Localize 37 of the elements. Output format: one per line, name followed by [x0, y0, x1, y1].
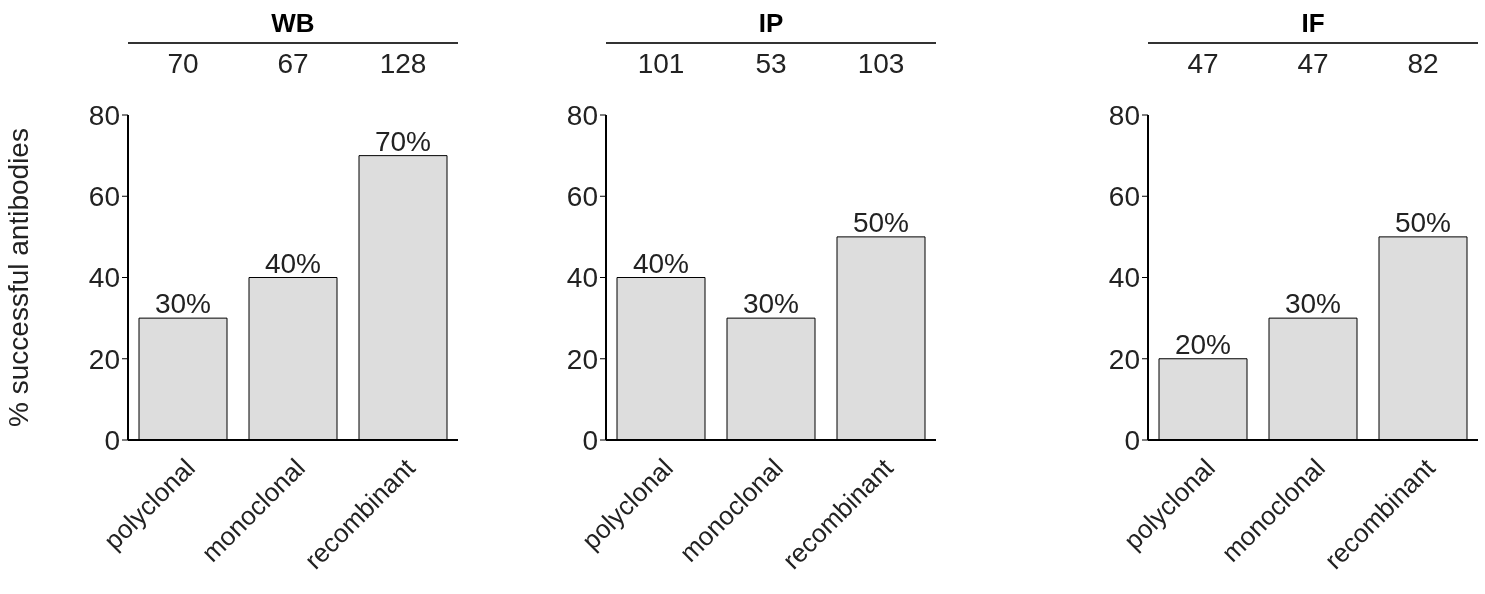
text: 103 — [856, 48, 906, 80]
text: 67 — [276, 48, 310, 80]
y-tick-label: 40 — [88, 262, 120, 294]
data-label: 30% — [742, 288, 800, 320]
text: 47 — [1186, 48, 1220, 80]
y-tick-label: 80 — [1108, 99, 1140, 131]
y-tick-label: 20 — [88, 343, 120, 375]
data-label: 40% — [264, 247, 322, 279]
y-tick-label: 80 — [88, 99, 120, 131]
data-label: 70% — [374, 125, 432, 157]
data-label: 50% — [852, 206, 910, 238]
y-tick-label: 20 — [1108, 343, 1140, 375]
text: 70 — [166, 48, 200, 80]
data-label: 40% — [632, 247, 690, 279]
y-tick-label: 20 — [566, 343, 598, 375]
text: 101 — [636, 48, 686, 80]
y-tick-label: 40 — [566, 262, 598, 294]
y-tick-label: 60 — [1108, 181, 1140, 213]
y-tick-label: 60 — [566, 181, 598, 213]
y-tick-label: 0 — [104, 424, 120, 456]
chart-title: IP — [606, 8, 936, 44]
data-label: 20% — [1174, 328, 1232, 360]
text: 82 — [1406, 48, 1440, 80]
y-axis-title: % successful antibodies — [2, 128, 34, 427]
chart-title: WB — [128, 8, 458, 44]
y-tick-label: 0 — [582, 424, 598, 456]
data-label: 30% — [1284, 288, 1342, 320]
y-tick-label: 0 — [1124, 424, 1140, 456]
text: 47 — [1296, 48, 1330, 80]
text: 53 — [754, 48, 788, 80]
text: 128 — [378, 48, 428, 80]
data-label: 30% — [154, 288, 212, 320]
data-label: 50% — [1394, 206, 1452, 238]
y-tick-label: 80 — [566, 99, 598, 131]
y-tick-label: 40 — [1108, 262, 1140, 294]
y-tick-label: 60 — [88, 181, 120, 213]
chart-title: IF — [1148, 8, 1478, 44]
